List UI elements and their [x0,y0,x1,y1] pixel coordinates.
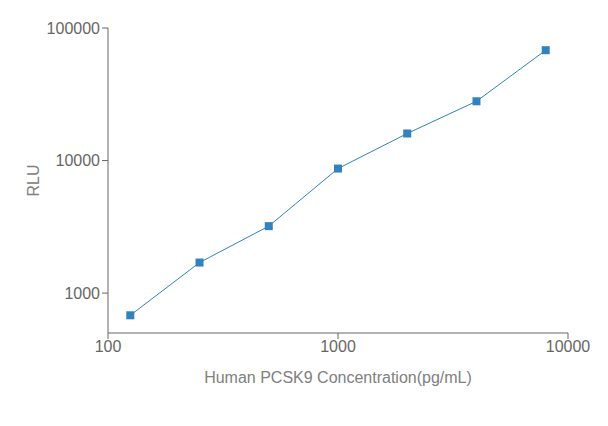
svg-text:1000: 1000 [64,285,100,302]
svg-text:100: 100 [95,338,122,355]
svg-text:10000: 10000 [546,338,591,355]
svg-text:RLU: RLU [25,164,42,196]
svg-text:Human PCSK9 Concentration(pg/m: Human PCSK9 Concentration(pg/mL) [204,369,472,386]
svg-text:100000: 100000 [47,20,100,37]
svg-text:1000: 1000 [320,338,356,355]
svg-text:10000: 10000 [56,152,101,169]
